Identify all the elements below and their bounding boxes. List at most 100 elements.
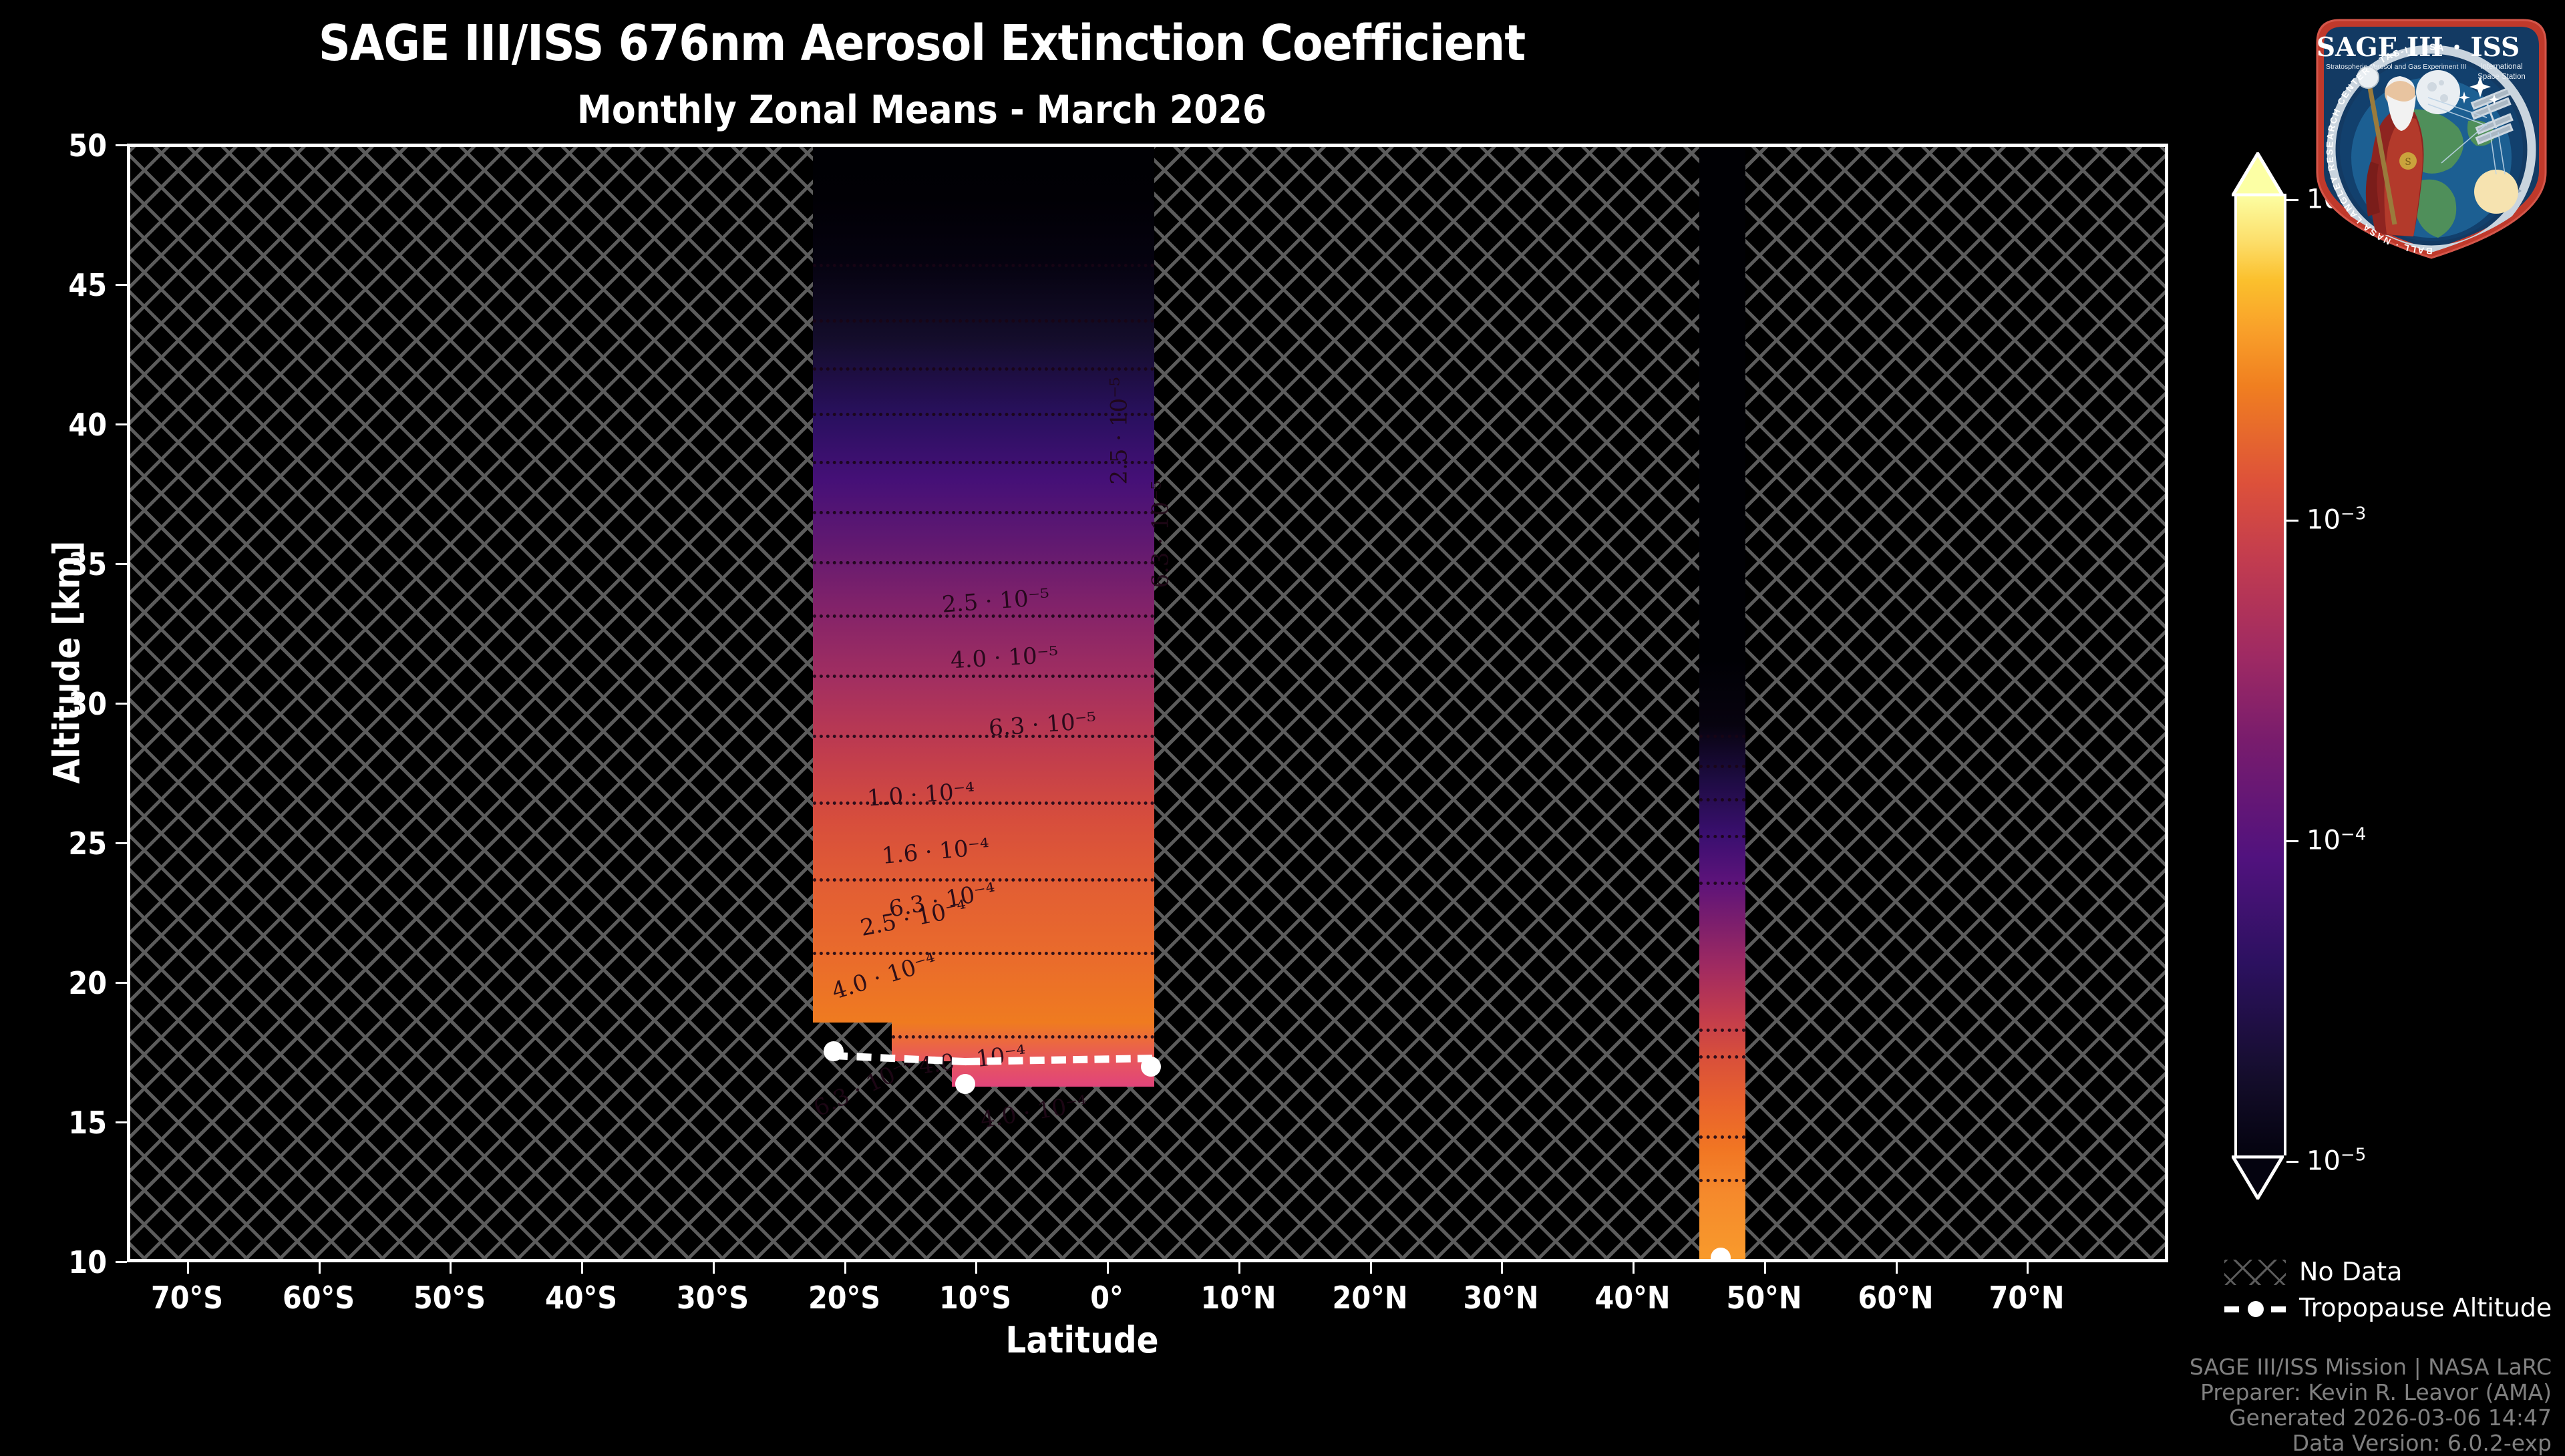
x-tick — [1633, 1262, 1635, 1274]
x-tick — [1501, 1262, 1503, 1274]
colorbar-tick — [2286, 199, 2298, 201]
y-tick-label: 15 — [68, 1105, 107, 1141]
sage-iii-iss-mission-patch: S BALL · NASA LANGLEY RESEARCH CENTER · … — [2316, 19, 2547, 259]
no-data-hatch-icon — [2224, 1260, 2286, 1285]
footer-line-generated: Generated 2026-03-06 14:47 — [2229, 1405, 2552, 1431]
contour-line — [813, 952, 1154, 955]
data-block-southern-tropics — [813, 147, 1154, 1023]
y-tick — [116, 1121, 127, 1123]
colorbar-tick-label: 10−5 — [2306, 1145, 2366, 1176]
legend-label: No Data — [2299, 1257, 2403, 1286]
x-tick-label: 10°S — [938, 1280, 1012, 1316]
tropopause-marker — [824, 1041, 844, 1061]
x-tick-label: 70°N — [1989, 1280, 2065, 1316]
x-tick — [975, 1262, 977, 1274]
y-tick — [116, 842, 127, 844]
page-title: SAGE III/ISS 676nm Aerosol Extinction Co… — [318, 15, 1526, 72]
colorbar-tick — [2286, 520, 2298, 522]
y-tick — [116, 1261, 127, 1263]
colorbar-tick-mantissa: 10 — [2306, 1145, 2341, 1177]
footer-credits: SAGE III/ISS Mission | NASA LaRC Prepare… — [1830, 1354, 2552, 1456]
data-block-southern-tropics-lower-step — [892, 1023, 1154, 1061]
patch-subtitle-right-line2: Space Station — [2477, 73, 2526, 81]
legend: No Data Tropopause Altitude — [2224, 1256, 2558, 1328]
colorbar-extend-top-arrow — [2232, 152, 2284, 196]
y-tick-label: 45 — [68, 267, 107, 303]
x-axis-title: Latitude — [1005, 1319, 1159, 1361]
patch-subtitle-right-line1: International — [2480, 63, 2522, 71]
contour-line — [813, 614, 1154, 618]
x-tick — [1370, 1262, 1372, 1274]
patch-title: SAGE III · ISS — [2317, 32, 2520, 63]
y-tick-label: 30 — [68, 686, 107, 722]
tropopause-marker — [955, 1074, 975, 1094]
y-tick-label: 40 — [68, 407, 107, 443]
colorbar-tick-label: 10−4 — [2306, 824, 2366, 856]
x-tick-label: 0° — [1090, 1280, 1124, 1316]
data-block-southern-tropics-lower-step2 — [952, 1061, 1154, 1087]
contour-label: 4.0 · 10⁻⁵ — [950, 641, 1059, 675]
colorbar-tick-label: 10−3 — [2306, 504, 2366, 535]
patch-artwork: S — [2327, 45, 2536, 252]
colorbar-tick — [2286, 840, 2298, 842]
contour-line — [1699, 765, 1745, 768]
data-block-northern-midlat — [1699, 147, 1745, 1259]
y-tick-label: 35 — [68, 546, 107, 582]
footer-line-mission: SAGE III/ISS Mission | NASA LaRC — [2189, 1354, 2552, 1380]
contour-line — [1699, 882, 1745, 885]
contour-line — [1699, 1029, 1745, 1032]
y-tick-label: 50 — [68, 128, 107, 164]
x-tick-label: 60°S — [282, 1280, 355, 1316]
x-tick-label: 20°N — [1332, 1280, 1408, 1316]
patch-figure: S — [2357, 66, 2424, 236]
contour-line — [813, 735, 1154, 738]
contour-line — [1699, 798, 1745, 801]
x-tick — [844, 1262, 846, 1274]
legend-item-no-data: No Data — [2224, 1256, 2558, 1292]
contour-line — [813, 511, 1154, 514]
colorbar-tick-exponent: −4 — [2340, 824, 2367, 845]
legend-label: Tropopause Altitude — [2299, 1293, 2552, 1322]
contour-line — [1699, 1135, 1745, 1139]
contour-line — [813, 319, 1154, 323]
contour-line — [813, 367, 1154, 371]
x-tick-label: 40°N — [1594, 1280, 1671, 1316]
contour-line — [1699, 835, 1745, 838]
y-axis-title: Altitude [km] — [45, 540, 88, 784]
contour-line — [813, 461, 1154, 464]
colorbar[interactable]: 10−2 10−3 10−4 10−5 — [2232, 152, 2366, 1200]
contour-line — [1699, 735, 1745, 738]
contour-line — [892, 1035, 1154, 1039]
x-tick — [1238, 1262, 1240, 1274]
contour-line — [1699, 1055, 1745, 1059]
y-tick — [116, 284, 127, 286]
tropopause-marker — [1711, 1248, 1731, 1259]
colorbar-tick-exponent: −5 — [2340, 1145, 2367, 1165]
legend-item-tropopause: Tropopause Altitude — [2224, 1292, 2558, 1328]
contour-line — [813, 675, 1154, 678]
colorbar-gradient — [2234, 194, 2286, 1155]
contour-line — [813, 561, 1154, 564]
contour-label: 6.3 · 10⁻⁵ — [1147, 480, 1174, 588]
x-tick-label: 50°N — [1726, 1280, 1802, 1316]
colorbar-extend-bottom-arrow — [2232, 1155, 2284, 1200]
tropopause-marker-icon — [2248, 1301, 2264, 1317]
y-tick-label: 20 — [68, 965, 107, 1001]
contour-line — [813, 878, 1154, 882]
page-subtitle: Monthly Zonal Means - March 2026 — [576, 87, 1267, 132]
y-tick — [116, 982, 127, 984]
y-tick — [116, 144, 127, 146]
x-tick — [319, 1262, 321, 1274]
tropopause-marker — [1141, 1057, 1161, 1077]
x-tick-label: 30°N — [1463, 1280, 1539, 1316]
contour-line — [813, 801, 1154, 805]
x-tick — [581, 1262, 583, 1274]
x-tick-label: 60°N — [1858, 1280, 1934, 1316]
y-tick — [116, 423, 127, 425]
x-tick — [1896, 1262, 1898, 1274]
contour-line — [813, 413, 1154, 416]
x-tick-label: 70°S — [150, 1280, 224, 1316]
y-tick — [116, 703, 127, 705]
colorbar-tick-exponent: −3 — [2340, 504, 2367, 524]
